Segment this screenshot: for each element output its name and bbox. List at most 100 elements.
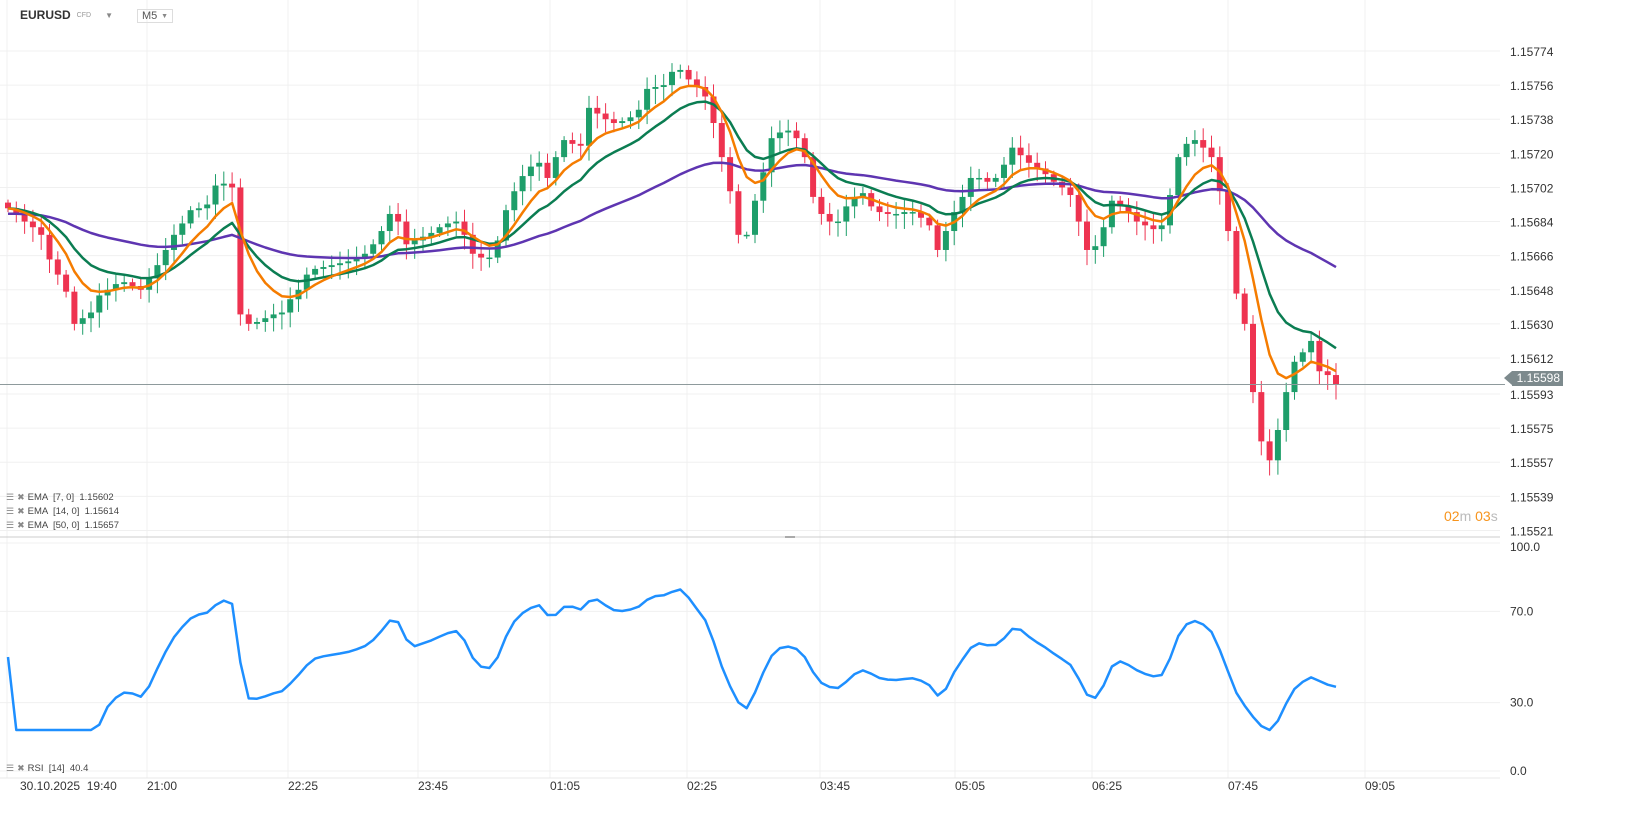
symbol-selector[interactable]: EURUSD CFD ▼: [20, 8, 113, 22]
candle-up: [378, 231, 385, 245]
candle-down: [71, 291, 78, 324]
ema14-line: [7, 100, 1337, 350]
chevron-down-icon[interactable]: ▼: [105, 10, 113, 20]
candle-up: [204, 204, 211, 209]
candle-down: [1200, 140, 1207, 148]
candle-down: [29, 221, 36, 228]
candle-up: [909, 212, 916, 214]
price-tick-label: 1.15666: [1510, 250, 1554, 264]
candle-up: [278, 312, 285, 315]
candle-down: [21, 213, 28, 222]
close-icon[interactable]: ✖: [17, 520, 25, 530]
price-tick-label: 1.15612: [1510, 352, 1554, 366]
candle-down: [1333, 375, 1339, 385]
candle-up: [162, 249, 169, 266]
candle-up: [220, 183, 227, 186]
candle-up: [511, 191, 518, 211]
candle-up: [561, 140, 568, 158]
candle-down: [1324, 371, 1331, 376]
candle-up: [843, 206, 850, 222]
price-tick-label: 1.15539: [1510, 490, 1554, 504]
candle-up: [79, 318, 86, 324]
ema7-line: [7, 84, 1337, 380]
settings-icon[interactable]: ☰: [6, 492, 15, 502]
candle-up: [287, 299, 294, 313]
candle-up: [851, 196, 858, 207]
settings-icon[interactable]: ☰: [6, 520, 15, 530]
candle-down: [1241, 293, 1248, 324]
pane-resize-handle[interactable]: [785, 536, 795, 538]
settings-icon[interactable]: ☰: [6, 506, 15, 516]
rsi-line: [6, 588, 1337, 732]
candle-up: [444, 223, 451, 228]
candle-down: [1225, 191, 1232, 232]
candle-up: [411, 240, 418, 245]
candle-down: [129, 282, 136, 286]
candle-up: [835, 221, 841, 224]
candle-down: [876, 206, 883, 213]
rsi-label: RSI [14] 40.4: [27, 763, 89, 774]
candle-down: [1017, 147, 1024, 156]
candle-down: [569, 140, 576, 144]
candle-up: [312, 268, 319, 275]
candle-up: [652, 87, 659, 89]
candle-down: [884, 212, 891, 214]
settings-icon[interactable]: ☰: [6, 763, 15, 773]
candle-up: [154, 265, 161, 279]
price-tick-label: 1.15557: [1510, 456, 1554, 470]
close-icon[interactable]: ✖: [17, 492, 25, 502]
candle-down: [1133, 212, 1140, 222]
candle-down: [934, 225, 941, 250]
candle-down: [602, 113, 609, 120]
timeframe-value: M5: [142, 10, 158, 22]
candle-down: [245, 314, 252, 324]
candle-down: [237, 187, 244, 315]
candle-down: [1258, 392, 1265, 442]
candle-up: [677, 69, 684, 72]
candle-up: [428, 232, 435, 237]
candle-countdown: 02m 03s: [1444, 508, 1498, 524]
symbol-name: EURUSD: [20, 8, 71, 22]
candle-up: [345, 261, 352, 264]
candle-up: [1167, 195, 1173, 226]
price-tick-label: 1.15684: [1510, 216, 1554, 230]
price-tick-label: 1.15756: [1510, 79, 1554, 93]
candle-up: [353, 257, 360, 262]
timeframe-select[interactable]: M5 ▼: [137, 9, 173, 23]
candle-up: [179, 223, 186, 235]
candle-up: [859, 193, 866, 197]
candle-down: [1266, 441, 1273, 461]
candle-up: [743, 234, 750, 237]
candle-up: [1092, 246, 1099, 250]
candle-up: [1274, 430, 1281, 461]
candle-up: [1001, 164, 1007, 178]
ema7-label: EMA [7, 0] 1.15602: [27, 492, 114, 503]
price-tick-label: 1.15774: [1510, 45, 1554, 59]
candle-up: [1100, 227, 1107, 247]
candle-up: [270, 314, 277, 319]
candle-up: [536, 162, 543, 167]
candle-up: [262, 318, 269, 322]
close-icon[interactable]: ✖: [17, 763, 25, 773]
candle-down: [735, 191, 742, 235]
close-icon[interactable]: ✖: [17, 506, 25, 516]
candle-up: [337, 263, 343, 266]
candle-up: [195, 208, 202, 211]
candle-up: [171, 234, 177, 250]
time-tick-label: 06:25: [1092, 779, 1122, 793]
candle-up: [1291, 361, 1298, 393]
candle-up: [1158, 225, 1165, 230]
candle-down: [610, 119, 617, 124]
candle-up: [96, 295, 103, 313]
candle-down: [793, 130, 800, 139]
candle-down: [229, 183, 236, 188]
ema50-label: EMA [50, 0] 1.15657: [27, 520, 119, 531]
candle-down: [403, 221, 410, 245]
candle-down: [1075, 195, 1082, 222]
candle-up: [1283, 392, 1290, 431]
candle-up: [320, 267, 327, 269]
candle-up: [104, 289, 111, 296]
candle-down: [1084, 221, 1090, 250]
time-tick-label: 05:05: [955, 779, 985, 793]
